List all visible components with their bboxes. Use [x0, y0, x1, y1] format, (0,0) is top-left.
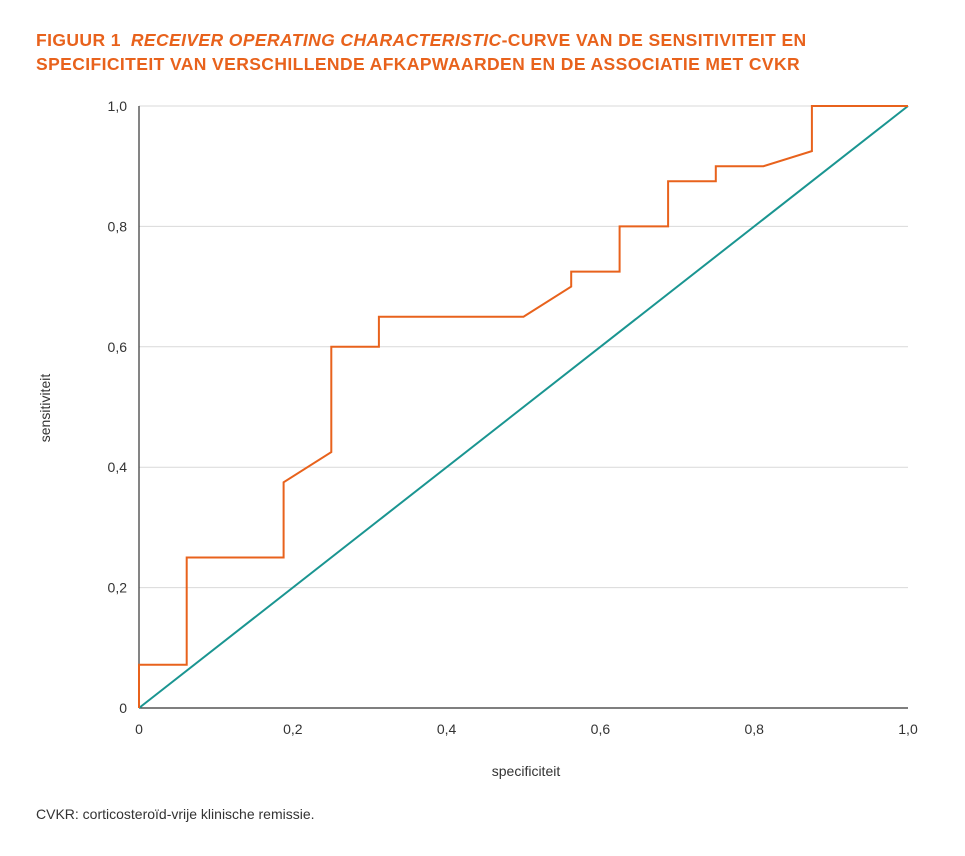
- figure-title-rest: -CURVE VAN DE SENSITIVITEIT EN SPECIFICI…: [36, 30, 807, 74]
- y-tick-label-2: 0,4: [108, 459, 128, 475]
- y-tick-label-5: 1,0: [108, 98, 128, 114]
- axes: [138, 106, 908, 709]
- x-tick-label-4: 0,8: [744, 721, 764, 737]
- y-tick-label-3: 0,6: [108, 339, 128, 355]
- x-tick-label-3: 0,6: [591, 721, 611, 737]
- footnote: CVKR: corticosteroïd-vrije klinische rem…: [36, 806, 315, 822]
- y-tick-label-4: 0,8: [108, 218, 128, 234]
- roc-curve-line: [138, 105, 908, 708]
- y-axis-title: sensitiviteit: [37, 374, 53, 443]
- series-group: [138, 105, 909, 709]
- y-tick-label-1: 0,2: [108, 580, 128, 596]
- x-tick-label-5: 1,0: [898, 721, 918, 737]
- gridlines: [139, 105, 908, 589]
- tick-labels: 0 0,2 0,4 0,6 0,8 1,0 0 0,2 0,4 0,6 0,8 1,0: [108, 98, 918, 737]
- x-tick-label-0: 0: [135, 721, 143, 737]
- figure-label: FIGUUR 1: [36, 30, 121, 50]
- figure-title-italic: RECEIVER OPERATING CHARACTERISTIC: [130, 30, 502, 50]
- x-axis-title: specificiteit: [492, 763, 561, 779]
- reference-diagonal-line: [138, 105, 909, 709]
- figure-title: FIGUUR 1 RECEIVER OPERATING CHARACTERISTI…: [36, 28, 936, 76]
- x-tick-label-1: 0,2: [283, 721, 303, 737]
- y-tick-label-0: 0: [119, 700, 127, 716]
- x-tick-label-2: 0,4: [437, 721, 457, 737]
